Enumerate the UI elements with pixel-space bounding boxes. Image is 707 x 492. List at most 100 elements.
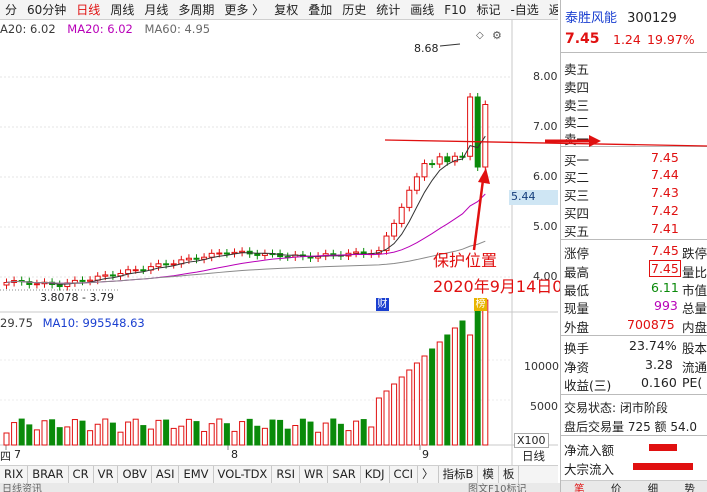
toolbar-item-14[interactable]: -自选 — [510, 2, 539, 17]
toolbar-item-4[interactable]: 月线 — [144, 2, 169, 17]
volume-bar — [178, 425, 185, 446]
net-asset-value: 3.28 — [645, 357, 673, 372]
indicator-tab-3[interactable]: VR — [94, 466, 119, 483]
volume-bar — [391, 383, 398, 446]
tab-trades[interactable]: 笔 — [574, 483, 585, 492]
buy3-price: 7.43 — [651, 185, 679, 200]
indicator-tab-2[interactable]: CR — [69, 466, 94, 483]
volume-bar — [33, 429, 40, 446]
stock-price: 7.45 — [565, 31, 600, 47]
toolbar-item-10[interactable]: 统计 — [376, 2, 401, 17]
stock-change: 1.24 — [613, 32, 641, 47]
toolbar-item-12[interactable]: F10 — [444, 2, 467, 17]
volume-bar — [482, 299, 489, 446]
volume-bar — [208, 423, 215, 446]
settings-icon[interactable]: ⚙ — [492, 29, 502, 42]
volume-bar — [231, 430, 238, 446]
indicator-tab-4[interactable]: OBV — [118, 466, 152, 483]
net-inflow-label: 净流入额 — [564, 443, 615, 458]
toolbar-item-11[interactable]: 画线 — [410, 2, 435, 17]
indicator-tab-16[interactable]: 板 — [499, 466, 520, 483]
volume-bar — [117, 431, 124, 446]
volume-tick-5000: 5000 — [530, 400, 558, 413]
toolbar-item-15[interactable]: 返回 — [544, 0, 558, 19]
buy2-price: 7.44 — [651, 167, 679, 182]
volume-bar — [132, 418, 139, 446]
indicator-tab-13[interactable]: 〉 — [418, 466, 439, 483]
price-tick-7: 7.00 — [533, 120, 558, 133]
volume-bar — [467, 334, 474, 446]
volume-bar — [413, 362, 420, 446]
indicator-tab-5[interactable]: ASI — [152, 466, 180, 483]
overlay-layer — [0, 43, 461, 291]
indicator-tab-9[interactable]: WR — [300, 466, 329, 483]
candle-body — [140, 269, 147, 272]
high-value: 7.45 — [649, 260, 681, 277]
ranking-badge[interactable]: 榜 — [474, 298, 487, 311]
indicator-tab-10[interactable]: SAR — [328, 466, 361, 483]
candle-body — [193, 257, 200, 260]
volume-bar — [254, 425, 261, 446]
inner-label: 内盘 — [682, 320, 707, 335]
candle-body — [375, 250, 382, 255]
candle-body — [413, 176, 420, 191]
toolbar-item-2[interactable]: 日线 — [76, 2, 101, 17]
toolbar-item-0[interactable]: 分 — [5, 2, 18, 17]
last-price-box: 5.44 — [509, 190, 558, 205]
eps-value: 0.160 — [641, 375, 677, 390]
indicator-tab-12[interactable]: CCI — [390, 466, 418, 483]
candle-body — [429, 163, 436, 166]
tab-trend[interactable]: 势 — [684, 483, 695, 492]
indicator-tab-6[interactable]: EMV — [179, 466, 214, 483]
outer-label: 外盘 — [564, 320, 590, 335]
volume-bar — [246, 418, 253, 446]
toolbar-item-5[interactable]: 多周期 — [178, 2, 215, 17]
toolbar-item-7[interactable]: 复权 — [274, 2, 299, 17]
toolbar-item-13[interactable]: 标记 — [476, 2, 501, 17]
toolbar-item-8[interactable]: 叠加 — [308, 2, 333, 17]
volume-bar — [11, 422, 18, 446]
candle-body — [132, 269, 139, 272]
finance-badge[interactable]: 财 — [376, 298, 389, 311]
toolbar-item-9[interactable]: 历史 — [342, 2, 367, 17]
tab-price[interactable]: 价 — [610, 483, 622, 492]
volume-bar — [421, 355, 428, 446]
candles-layer — [3, 93, 489, 291]
candle-body — [87, 279, 94, 282]
candle-body — [436, 156, 443, 165]
indicator-tab-8[interactable]: RSI — [272, 466, 300, 483]
buy1-label: 买一 — [564, 153, 590, 168]
sell5-label: 卖五 — [564, 62, 590, 77]
sell3-label: 卖三 — [564, 98, 590, 113]
toolbar-item-1[interactable]: 60分钟 — [27, 2, 67, 17]
indicator-tab-0[interactable]: RIX — [0, 466, 29, 483]
indicator-tab-14[interactable]: 指标B — [439, 466, 479, 483]
volume-bar — [147, 428, 154, 446]
volume-bar — [26, 424, 33, 446]
volume-bar — [269, 419, 276, 446]
candle-body — [421, 163, 428, 178]
indicator-tab-1[interactable]: BRAR — [28, 466, 69, 483]
left-tab[interactable]: 四 — [0, 450, 11, 463]
market-cap-label: 市值 — [682, 283, 707, 298]
float-label: 流通 — [682, 360, 707, 375]
tab-detail[interactable]: 细 — [647, 483, 659, 492]
ma20a-label: A20: 6.02 — [0, 22, 56, 36]
day-label[interactable]: 日线 — [522, 449, 545, 463]
quote-panel: 泰胜风能 300129 7.45 1.24 19.97% 卖五 卖四 卖三 卖二… — [560, 0, 707, 492]
indicator-tab-15[interactable]: 模 — [478, 466, 499, 483]
indicator-tab-7[interactable]: VOL-TDX — [214, 466, 273, 483]
candle-body — [102, 274, 109, 277]
volume-bar — [163, 419, 170, 446]
indicator-tab-11[interactable]: KDJ — [361, 466, 390, 483]
date-label-8: 8 — [231, 448, 238, 461]
candle-body — [155, 263, 162, 268]
toolbar-item-3[interactable]: 周线 — [110, 2, 135, 17]
volume-bar — [261, 427, 268, 446]
volume-bar — [315, 431, 322, 446]
candle-body — [56, 283, 63, 288]
diamond-icon[interactable]: ◇ — [476, 30, 484, 41]
toolbar-item-6[interactable]: 更多 〉 — [224, 2, 265, 17]
kline-chart[interactable] — [0, 20, 558, 465]
